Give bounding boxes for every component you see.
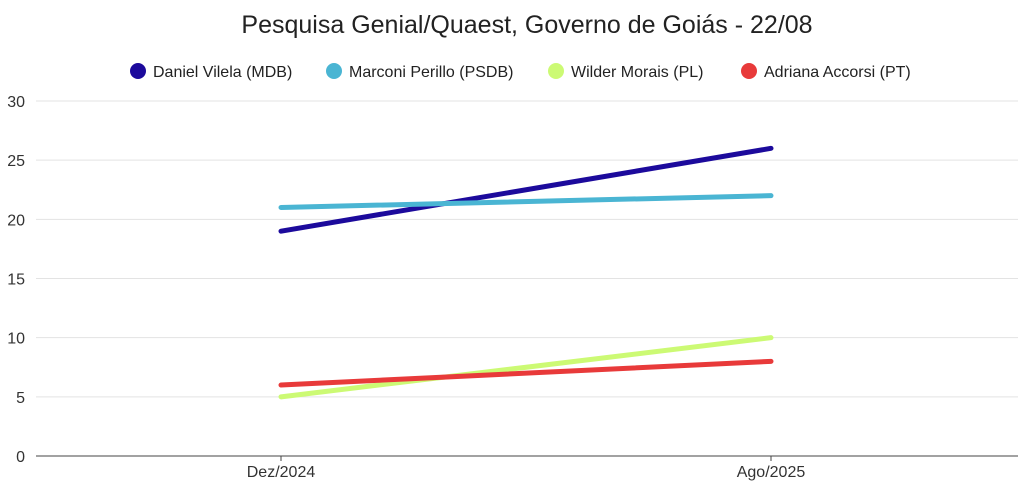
legend-label: Daniel Vilela (MDB) bbox=[153, 64, 292, 81]
y-tick-label: 30 bbox=[7, 94, 25, 111]
series-lines bbox=[278, 145, 774, 400]
legend-item: Wilder Morais (PL) bbox=[548, 63, 703, 81]
x-axis-ticks: Dez/2024 Ago/2025 bbox=[247, 456, 806, 481]
legend-marker bbox=[741, 63, 757, 79]
y-tick-label: 5 bbox=[16, 390, 25, 407]
gridlines bbox=[36, 100, 1018, 457]
legend-item: Daniel Vilela (MDB) bbox=[130, 63, 292, 81]
legend-marker bbox=[130, 63, 146, 79]
y-axis-ticks: 0 5 10 15 20 25 30 bbox=[7, 94, 25, 466]
legend-label: Wilder Morais (PL) bbox=[571, 64, 703, 81]
chart-title: Pesquisa Genial/Quaest, Governo de Goiás… bbox=[241, 11, 812, 39]
y-tick-label: 0 bbox=[16, 449, 25, 466]
series-line-2 bbox=[278, 335, 774, 400]
legend: Daniel Vilela (MDB) Marconi Perillo (PSDB… bbox=[130, 63, 911, 81]
legend-label: Marconi Perillo (PSDB) bbox=[349, 64, 513, 81]
legend-label: Adriana Accorsi (PT) bbox=[764, 64, 911, 81]
series-line-3 bbox=[278, 358, 774, 388]
y-tick-label: 25 bbox=[7, 153, 25, 170]
y-tick-label: 10 bbox=[7, 331, 25, 348]
y-tick-label: 20 bbox=[7, 212, 25, 229]
legend-item: Adriana Accorsi (PT) bbox=[741, 63, 911, 81]
series-line-1 bbox=[278, 193, 774, 210]
series-line-0 bbox=[278, 145, 774, 234]
x-tick-label: Dez/2024 bbox=[247, 464, 316, 481]
legend-marker bbox=[548, 63, 564, 79]
x-tick-label: Ago/2025 bbox=[737, 464, 806, 481]
y-tick-label: 15 bbox=[7, 272, 25, 289]
legend-marker bbox=[326, 63, 342, 79]
legend-item: Marconi Perillo (PSDB) bbox=[326, 63, 513, 81]
